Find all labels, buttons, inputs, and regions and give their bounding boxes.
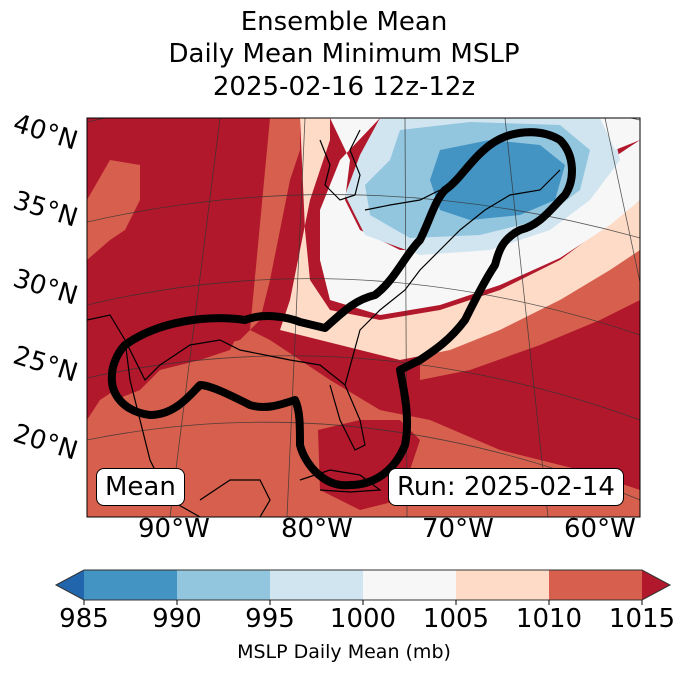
field-1010-west <box>87 160 140 260</box>
title-line-1: Ensemble Mean <box>240 7 448 37</box>
field-over-gulf <box>110 320 240 400</box>
map-frame <box>86 117 641 518</box>
colorbar-bin-1010 <box>549 570 643 600</box>
field-1005 <box>280 118 640 360</box>
run-date-box: Run: 2025-02-14 <box>388 468 624 506</box>
lon-label-80w: 80°W <box>281 514 353 544</box>
colorbar-tick-990: 990 <box>152 604 202 634</box>
colorbar-extend-over <box>642 570 670 600</box>
colorbar-extend-under <box>56 570 84 600</box>
colorbar-tick-1010: 1010 <box>515 604 583 634</box>
colorbar-tick-995: 995 <box>245 604 295 634</box>
lon-label-90w: 90°W <box>138 514 210 544</box>
coast-gulf <box>87 314 366 451</box>
probability-contour <box>107 128 576 490</box>
field-985 <box>430 140 565 220</box>
parallel-40n <box>87 118 640 123</box>
colorbar-bin-985 <box>84 570 178 600</box>
colorbar-bin-1000 <box>363 570 457 600</box>
colorbar-tick-1000: 1000 <box>329 604 397 634</box>
colorbar-bin-1005 <box>456 570 550 600</box>
title-line-3: 2025-02-16 12z-12z <box>212 72 476 102</box>
colorbar-label: MSLP Daily Mean (mb) <box>237 641 451 663</box>
colorbar-bin-995 <box>270 570 364 600</box>
meridian-50w <box>604 118 640 285</box>
coast-great-lakes <box>319 129 441 211</box>
parallel-30n <box>87 278 640 336</box>
coast-yucatan <box>199 479 271 517</box>
colorbar-tick-985: 985 <box>59 604 109 634</box>
coastlines <box>87 129 561 517</box>
parallel-35n <box>87 194 640 239</box>
title-line-2: Daily Mean Minimum MSLP <box>168 39 520 69</box>
pressure-field <box>87 118 640 517</box>
colorbar-tick-1005: 1005 <box>422 604 490 634</box>
field-1010-ne <box>420 240 640 380</box>
meridian-60w <box>504 118 549 517</box>
field-ne-corner <box>600 118 640 150</box>
parallel-25n <box>87 355 640 421</box>
lon-label-70w: 70°W <box>422 514 494 544</box>
colorbar-bin-990 <box>177 570 271 600</box>
colorbar <box>54 569 672 605</box>
field-1010 <box>87 118 640 517</box>
coast-east <box>344 169 561 386</box>
mean-label-box: Mean <box>96 468 185 506</box>
lon-label-60w: 60°W <box>564 514 636 544</box>
colorbar-tick-1015: 1015 <box>608 604 676 634</box>
